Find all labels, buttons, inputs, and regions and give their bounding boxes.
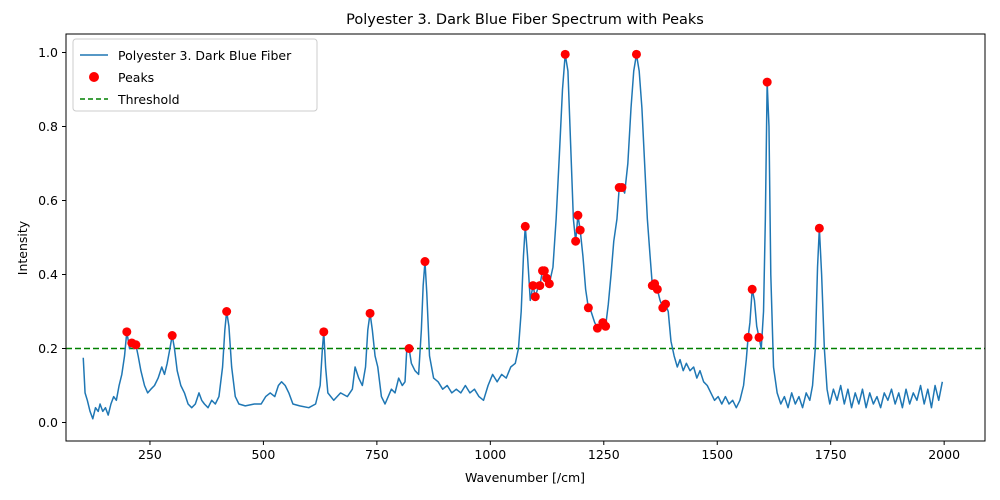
y-axis-label: Intensity [15,220,30,275]
peak-point [592,323,602,333]
peak-point [365,308,375,318]
peak-point [747,284,757,294]
peak-point [319,327,329,337]
peak-point [661,299,671,309]
peak-point [601,321,611,331]
x-tick-label: 500 [251,447,275,462]
peak-point [652,284,662,294]
peak-point [122,327,132,337]
peak-point [754,332,764,342]
x-tick-label: 2000 [928,447,960,462]
legend-entry-spectrum: Polyester 3. Dark Blue Fiber [118,48,292,63]
y-tick-label: 1.0 [38,45,58,60]
x-tick-label: 1000 [474,447,506,462]
peak-point [131,340,141,350]
peak-point [528,281,538,291]
x-tick-label: 1500 [701,447,733,462]
legend: Polyester 3. Dark Blue Fiber Peaks Thres… [72,38,318,112]
peak-point [571,236,581,246]
y-tick-label: 0.0 [38,415,58,430]
peak-point [404,344,414,353]
x-tick-label: 750 [365,447,389,462]
peak-point [544,279,554,289]
peak-point [573,210,583,220]
peak-point [535,281,545,291]
peak-point [530,292,540,302]
y-tick-label: 0.4 [38,267,58,282]
peak-point [560,49,570,59]
peak-point [420,257,430,267]
plot-frame [65,33,986,442]
x-tick-label: 1250 [588,447,620,462]
peak-point [617,183,627,193]
peak-point [539,266,549,276]
peaks-layer [122,49,824,353]
y-tick-label: 0.8 [38,119,58,134]
peak-point [222,307,232,316]
peak-point [631,49,641,59]
chart-title: Polyester 3. Dark Blue Fiber Spectrum wi… [346,12,704,28]
legend-box [72,38,318,112]
y-tick-label: 0.2 [38,341,58,356]
legend-entry-peaks: Peaks [118,70,154,85]
peak-point [575,225,585,235]
peak-point [762,77,772,87]
y-tick-label: 0.6 [38,193,58,208]
peak-point [743,332,753,342]
x-tick-label: 1750 [815,447,847,462]
x-axis-label: Wavenumber [/cm] [465,470,585,485]
peak-point [167,331,177,341]
legend-peaks-swatch [89,72,99,82]
peak-point [520,221,530,231]
x-tick-label: 250 [138,447,162,462]
peak-point [814,223,824,233]
legend-entry-threshold: Threshold [117,92,180,107]
axes: 250 500 750 1000 1250 1500 1750 2000 0.0 0.2 0.4 0.… [38,33,986,462]
peak-point [583,303,593,313]
